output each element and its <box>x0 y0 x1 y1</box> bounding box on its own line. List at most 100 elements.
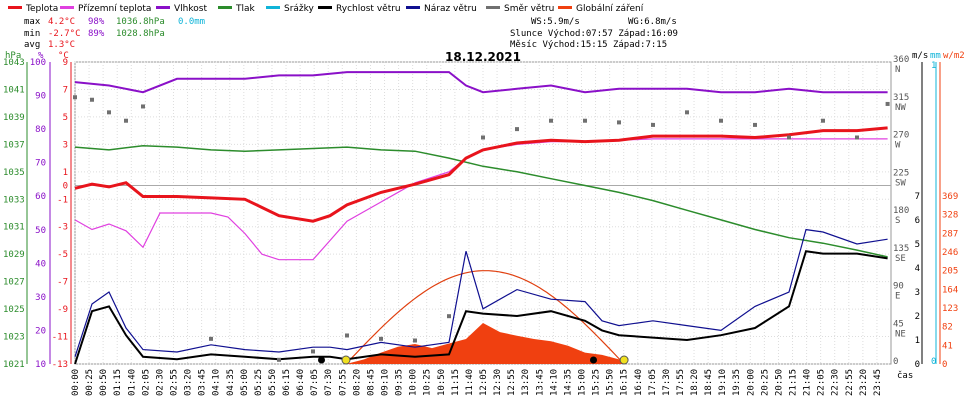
pct-tick-label: 50 <box>35 226 46 236</box>
pct-unit: % <box>38 51 44 61</box>
x-tick-label: 17:05 <box>648 369 658 396</box>
x-tick-label: 12:55 <box>507 369 517 396</box>
x-tick-label: 03:20 <box>184 369 194 396</box>
legend-label-0: Teplota <box>25 4 58 14</box>
ms-tick-label: 5 <box>915 240 920 250</box>
wm-tick-label: 369 <box>942 192 958 202</box>
x-tick-label: 07:05 <box>310 369 320 396</box>
x-tick-label: 02:55 <box>169 369 179 396</box>
stats-min-press: 1028.8hPa <box>116 29 165 39</box>
x-tick-label: 02:30 <box>155 369 165 396</box>
wind-dir-point <box>821 118 825 123</box>
wind-dir-point <box>685 110 689 115</box>
wm-tick-label: 246 <box>942 248 958 258</box>
x-tick-label: 09:10 <box>381 369 391 396</box>
radiation-area <box>345 323 625 364</box>
x-tick-label: 20:00 <box>746 369 756 396</box>
x-tick-label: 22:30 <box>831 369 841 396</box>
x-tick-label: 17:30 <box>662 369 672 396</box>
info-ws: WS:5.9m/s <box>531 17 580 27</box>
x-tick-label: 21:40 <box>803 369 813 396</box>
wind-dir-point <box>753 122 757 127</box>
ms-tick-label: 3 <box>915 288 920 298</box>
dir-tick-label: 315 <box>893 93 909 103</box>
x-tick-label: 00:50 <box>99 369 109 396</box>
dir-unit: m/s <box>912 51 928 61</box>
info-moon: Měsíc Východ:15:15 Západ:7:15 <box>510 40 667 50</box>
hpa-unit: hPa <box>5 51 21 61</box>
legend-swatch-4 <box>266 6 280 9</box>
moonrise-marker <box>590 356 597 364</box>
wind-dir-point <box>277 357 281 362</box>
x-unit: čas <box>897 370 913 381</box>
wind-dir-point <box>855 135 859 140</box>
x-tick-label: 08:45 <box>366 369 376 396</box>
wind-dir-point <box>90 97 94 102</box>
stats-block: max 4.2°C 98% 1036.8hPa 0.0mm min -2.7°C… <box>24 17 205 50</box>
c-tick-label: 1 <box>63 168 68 178</box>
dir-compass-label: N <box>895 65 900 75</box>
x-tick-label: 21:15 <box>789 369 799 396</box>
x-tick-label: 05:50 <box>268 369 278 396</box>
stats-max-rain: 0.0mm <box>178 17 205 27</box>
legend-swatch-3 <box>218 6 232 9</box>
c-tick-label: 9 <box>63 58 68 68</box>
dir-compass-label: NE <box>895 329 906 339</box>
hpa-tick-label: 1021 <box>3 360 25 370</box>
pct-tick-label: 10 <box>35 360 46 370</box>
x-tick-label: 20:50 <box>774 369 784 396</box>
rain-tick-label: 0 <box>931 357 936 367</box>
c-tick-label: 7 <box>63 85 68 95</box>
stats-min-label: min <box>24 29 40 39</box>
x-tick-label: 08:20 <box>352 369 362 396</box>
x-tick-label: 19:35 <box>732 369 742 396</box>
wm-tick-label: 82 <box>942 323 953 333</box>
hpa-tick-label: 1033 <box>3 195 25 205</box>
x-tick-label: 22:55 <box>845 369 855 396</box>
stats-avg-label: avg <box>24 40 40 50</box>
stats-max-temp: 4.2°C <box>48 17 75 27</box>
pct-tick-label: 20 <box>35 326 46 336</box>
x-tick-label: 22:05 <box>817 369 827 396</box>
x-tick-label: 12:05 <box>479 369 489 396</box>
c-tick-label: 3 <box>63 140 68 150</box>
x-tick-label: 09:35 <box>395 369 405 396</box>
x-tick-label: 10:50 <box>437 369 447 396</box>
ms-tick-label: 1 <box>915 336 920 346</box>
ms-tick-label: 4 <box>915 264 920 274</box>
pct-tick-label: 60 <box>35 192 46 202</box>
rain-unit: mm <box>930 51 941 61</box>
dir-tick-label: 225 <box>893 168 909 178</box>
legend-swatch-7 <box>486 6 500 9</box>
legend-swatch-2 <box>156 6 170 9</box>
c-tick-label: -11 <box>52 333 68 343</box>
wm-tick-label: 0 <box>942 360 947 370</box>
grid <box>74 61 892 365</box>
x-tick-label: 23:45 <box>873 369 883 396</box>
dir-compass-label: S <box>895 216 900 226</box>
wind-dir-point <box>719 118 723 123</box>
dir-compass-label: W <box>895 141 901 151</box>
wind-dir-point <box>787 135 791 140</box>
x-tick-label: 06:15 <box>282 369 292 396</box>
wind-dir-point <box>651 122 655 127</box>
x-tick-label: 11:15 <box>451 369 461 396</box>
x-tick-label: 15:00 <box>577 369 587 396</box>
dir-compass-label: NW <box>895 103 906 113</box>
sunrise-marker <box>341 355 351 365</box>
wm-tick-label: 164 <box>942 285 958 295</box>
x-tick-label: 01:15 <box>113 369 123 396</box>
wm-tick-label: 123 <box>942 304 958 314</box>
info-wg: WG:6.8m/s <box>628 17 677 27</box>
stats-max-label: max <box>24 17 41 27</box>
wind-dir-point <box>447 314 451 319</box>
x-tick-label: 05:00 <box>240 369 250 396</box>
wm-unit: w/m2 <box>943 51 965 61</box>
x-tick-label: 20:25 <box>760 369 770 396</box>
plot-area <box>73 71 890 365</box>
ms-tick-label: 0 <box>915 360 920 370</box>
hpa-tick-label: 1037 <box>3 140 25 150</box>
x-tick-label: 13:45 <box>535 369 545 396</box>
hpa-tick-label: 1041 <box>3 85 25 95</box>
